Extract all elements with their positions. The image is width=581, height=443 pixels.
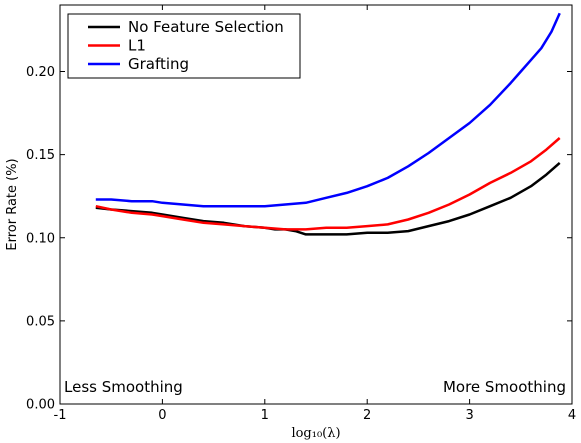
series-line-grafting [95, 12, 561, 208]
series-line-l1 [95, 137, 561, 231]
legend-label: No Feature Selection [128, 18, 284, 36]
y-tick-label: 0.05 [26, 314, 55, 329]
annotation-more-smoothing: More Smoothing [443, 378, 566, 396]
x-axis-label: log₁₀(λ) [291, 426, 340, 441]
x-tick-label: 3 [465, 408, 473, 423]
y-tick-label: 0.00 [26, 398, 55, 413]
y-tick-label: 0.20 [26, 65, 55, 80]
y-axis-label: Error Rate (%) [5, 158, 20, 250]
y-tick-label: 0.15 [26, 148, 55, 163]
annotation-less-smoothing: Less Smoothing [64, 378, 183, 396]
legend-label: Grafting [128, 55, 189, 73]
series-lines [95, 12, 561, 236]
x-tick-label: 2 [363, 408, 371, 423]
x-tick-label: 1 [261, 408, 269, 423]
axis-ticks: -1 0 1 2 3 4 0.00 0.05 0.10 0.15 0.20 [26, 5, 576, 423]
x-tick-label: -1 [54, 408, 67, 423]
y-tick-label: 0.10 [26, 231, 55, 246]
legend-label: L1 [128, 37, 146, 55]
series-line-no-feature-selection [95, 161, 561, 236]
plot-frame [59, 4, 573, 405]
x-tick-label: 4 [568, 408, 576, 423]
x-tick-label: 0 [158, 408, 166, 423]
